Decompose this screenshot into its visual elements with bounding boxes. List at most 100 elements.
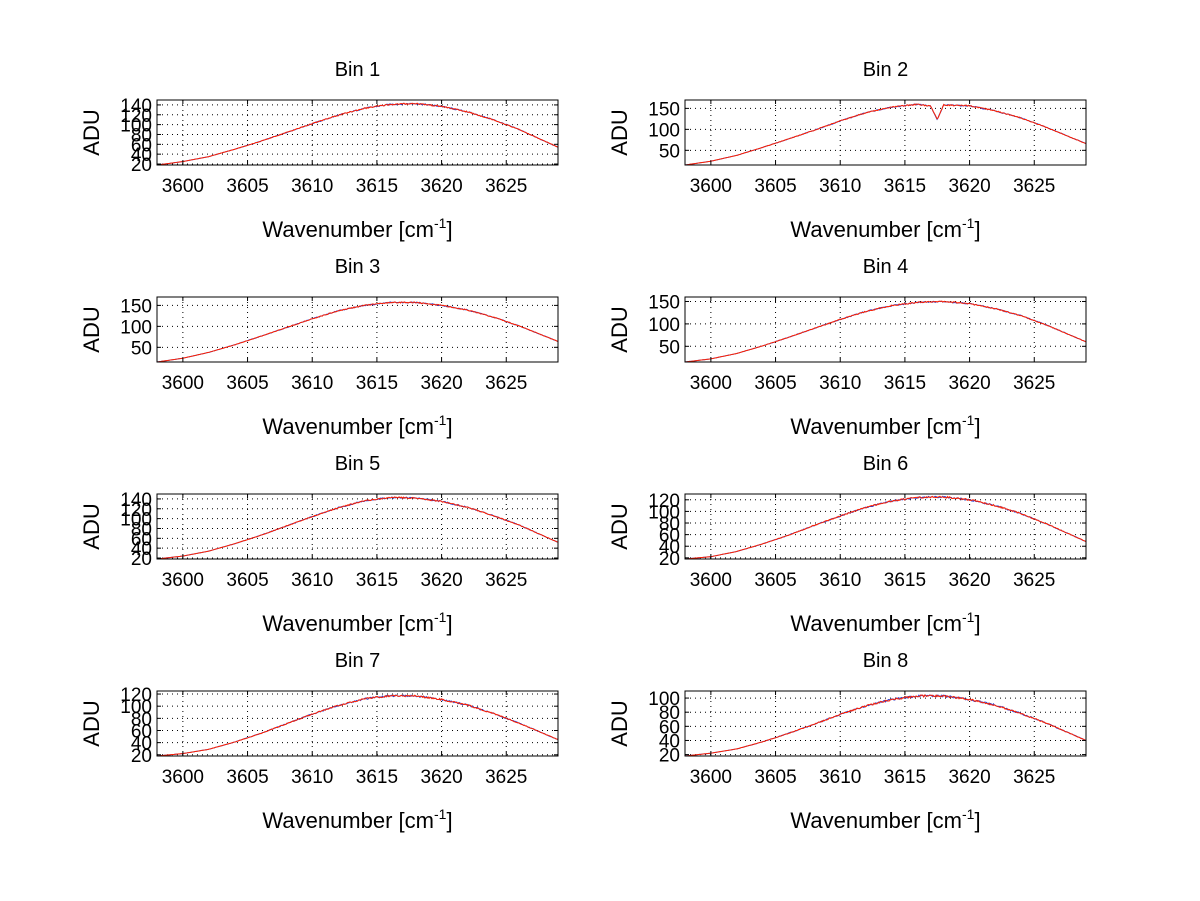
plot-area (156, 99, 559, 166)
x-axis-label-superscript: -1 (434, 215, 447, 231)
x-tick-label: 3625 (485, 570, 527, 591)
y-tick-label: 20 (131, 155, 152, 176)
y-tick-label: 100 (120, 697, 152, 718)
axes-frame (684, 690, 1087, 757)
subplot-title: Bin 7 (335, 650, 381, 672)
x-axis-label: Wavenumber [cm-1] (790, 609, 980, 636)
x-tick-label: 3625 (1013, 767, 1055, 788)
y-tick-label: 80 (659, 703, 680, 724)
x-tick-label: 3615 (884, 176, 926, 197)
subplot-bin-5: 3600 3605 3610 3615 3620 3625 2040608010012014… (79, 453, 559, 636)
y-axis-label: ADU (79, 503, 104, 549)
x-axis-label: Wavenumber [cm-1] (790, 215, 980, 242)
x-tick-label: 3610 (819, 373, 861, 394)
y-tick-label: 150 (648, 99, 680, 120)
x-tick-label: 3620 (420, 176, 462, 197)
y-axis-label: ADU (607, 700, 632, 746)
x-axis-label-main: Wavenumber [cm (790, 414, 962, 439)
x-tick-label: 3625 (485, 767, 527, 788)
y-tick-label: 100 (648, 315, 680, 336)
x-tick-label: 3615 (356, 767, 398, 788)
x-tick-label: 3615 (884, 373, 926, 394)
y-tick-label: 100 (120, 317, 152, 338)
x-tick-label: 3620 (948, 767, 990, 788)
x-axis-label: Wavenumber [cm-1] (262, 806, 452, 833)
x-tick-label: 3620 (420, 767, 462, 788)
plot-area (156, 296, 559, 363)
x-axis-label-main: Wavenumber [cm (790, 808, 962, 833)
y-tick-label: 140 (120, 96, 152, 117)
x-tick-label: 3620 (948, 373, 990, 394)
axes-frame (684, 99, 1087, 166)
y-tick-label: 60 (131, 135, 152, 156)
y-tick-label: 150 (120, 296, 152, 317)
x-tick-label: 3605 (754, 373, 796, 394)
x-tick-label: 3625 (1013, 373, 1055, 394)
x-tick-label: 3610 (291, 767, 333, 788)
series-line-red (684, 103, 1087, 166)
y-tick-label: 120 (648, 491, 680, 512)
x-axis-label: Wavenumber [cm-1] (262, 215, 452, 242)
x-tick-label: 3605 (226, 570, 268, 591)
x-tick-label: 3625 (1013, 176, 1055, 197)
plot-area (156, 493, 559, 560)
x-tick-label: 3625 (1013, 570, 1055, 591)
x-axis-label: Wavenumber [cm-1] (262, 609, 452, 636)
subplot-bin-1: 3600 3605 3610 3615 3620 3625 2040608010012014… (79, 59, 559, 242)
series-line-red (684, 694, 1087, 757)
subplot-title: Bin 1 (335, 59, 381, 81)
x-tick-label: 3610 (819, 767, 861, 788)
x-axis-label-close: ] (446, 414, 452, 439)
series-line-red (156, 102, 559, 166)
y-tick-label: 100 (120, 116, 152, 137)
x-tick-label: 3615 (356, 176, 398, 197)
y-tick-label: 100 (648, 502, 680, 523)
y-tick-label: 20 (659, 549, 680, 570)
y-tick-label: 40 (131, 145, 152, 166)
x-axis-label: Wavenumber [cm-1] (790, 806, 980, 833)
x-axis-label-superscript: -1 (434, 412, 447, 428)
x-tick-label: 3610 (291, 373, 333, 394)
x-axis-label-main: Wavenumber [cm (262, 808, 434, 833)
x-tick-label: 3625 (485, 373, 527, 394)
plot-area (684, 99, 1087, 166)
y-tick-label: 40 (659, 731, 680, 752)
y-tick-label: 100 (648, 120, 680, 141)
plot-area (684, 493, 1087, 560)
subplot-title: Bin 2 (863, 59, 909, 81)
x-axis-label-close: ] (446, 611, 452, 636)
x-axis-label-main: Wavenumber [cm (790, 611, 962, 636)
axes-frame (684, 296, 1087, 363)
subplot-title: Bin 3 (335, 256, 381, 278)
x-tick-label: 3610 (819, 176, 861, 197)
x-tick-label: 3605 (226, 176, 268, 197)
y-tick-label: 120 (120, 685, 152, 706)
x-tick-label: 3615 (356, 570, 398, 591)
x-tick-label: 3600 (690, 570, 732, 591)
x-axis-label: Wavenumber [cm-1] (262, 412, 452, 439)
y-tick-label: 100 (648, 689, 680, 710)
x-tick-label: 3600 (690, 176, 732, 197)
x-tick-label: 3610 (291, 570, 333, 591)
y-axis-label: ADU (79, 109, 104, 155)
y-tick-label: 140 (120, 490, 152, 511)
subplot-title: Bin 4 (863, 256, 909, 278)
x-tick-label: 3600 (162, 570, 204, 591)
x-tick-label: 3600 (162, 373, 204, 394)
x-axis-label-superscript: -1 (434, 609, 447, 625)
series-line-red (156, 694, 559, 757)
y-tick-label: 150 (648, 292, 680, 313)
series-line-red (156, 301, 559, 363)
x-tick-label: 3605 (754, 570, 796, 591)
x-axis-label-superscript: -1 (962, 215, 975, 231)
x-tick-label: 3615 (356, 373, 398, 394)
y-tick-label: 60 (659, 526, 680, 547)
x-axis-label-close: ] (974, 414, 980, 439)
x-tick-label: 3620 (948, 176, 990, 197)
y-axis-label: ADU (79, 700, 104, 746)
y-axis-label: ADU (607, 109, 632, 155)
x-tick-label: 3600 (690, 373, 732, 394)
